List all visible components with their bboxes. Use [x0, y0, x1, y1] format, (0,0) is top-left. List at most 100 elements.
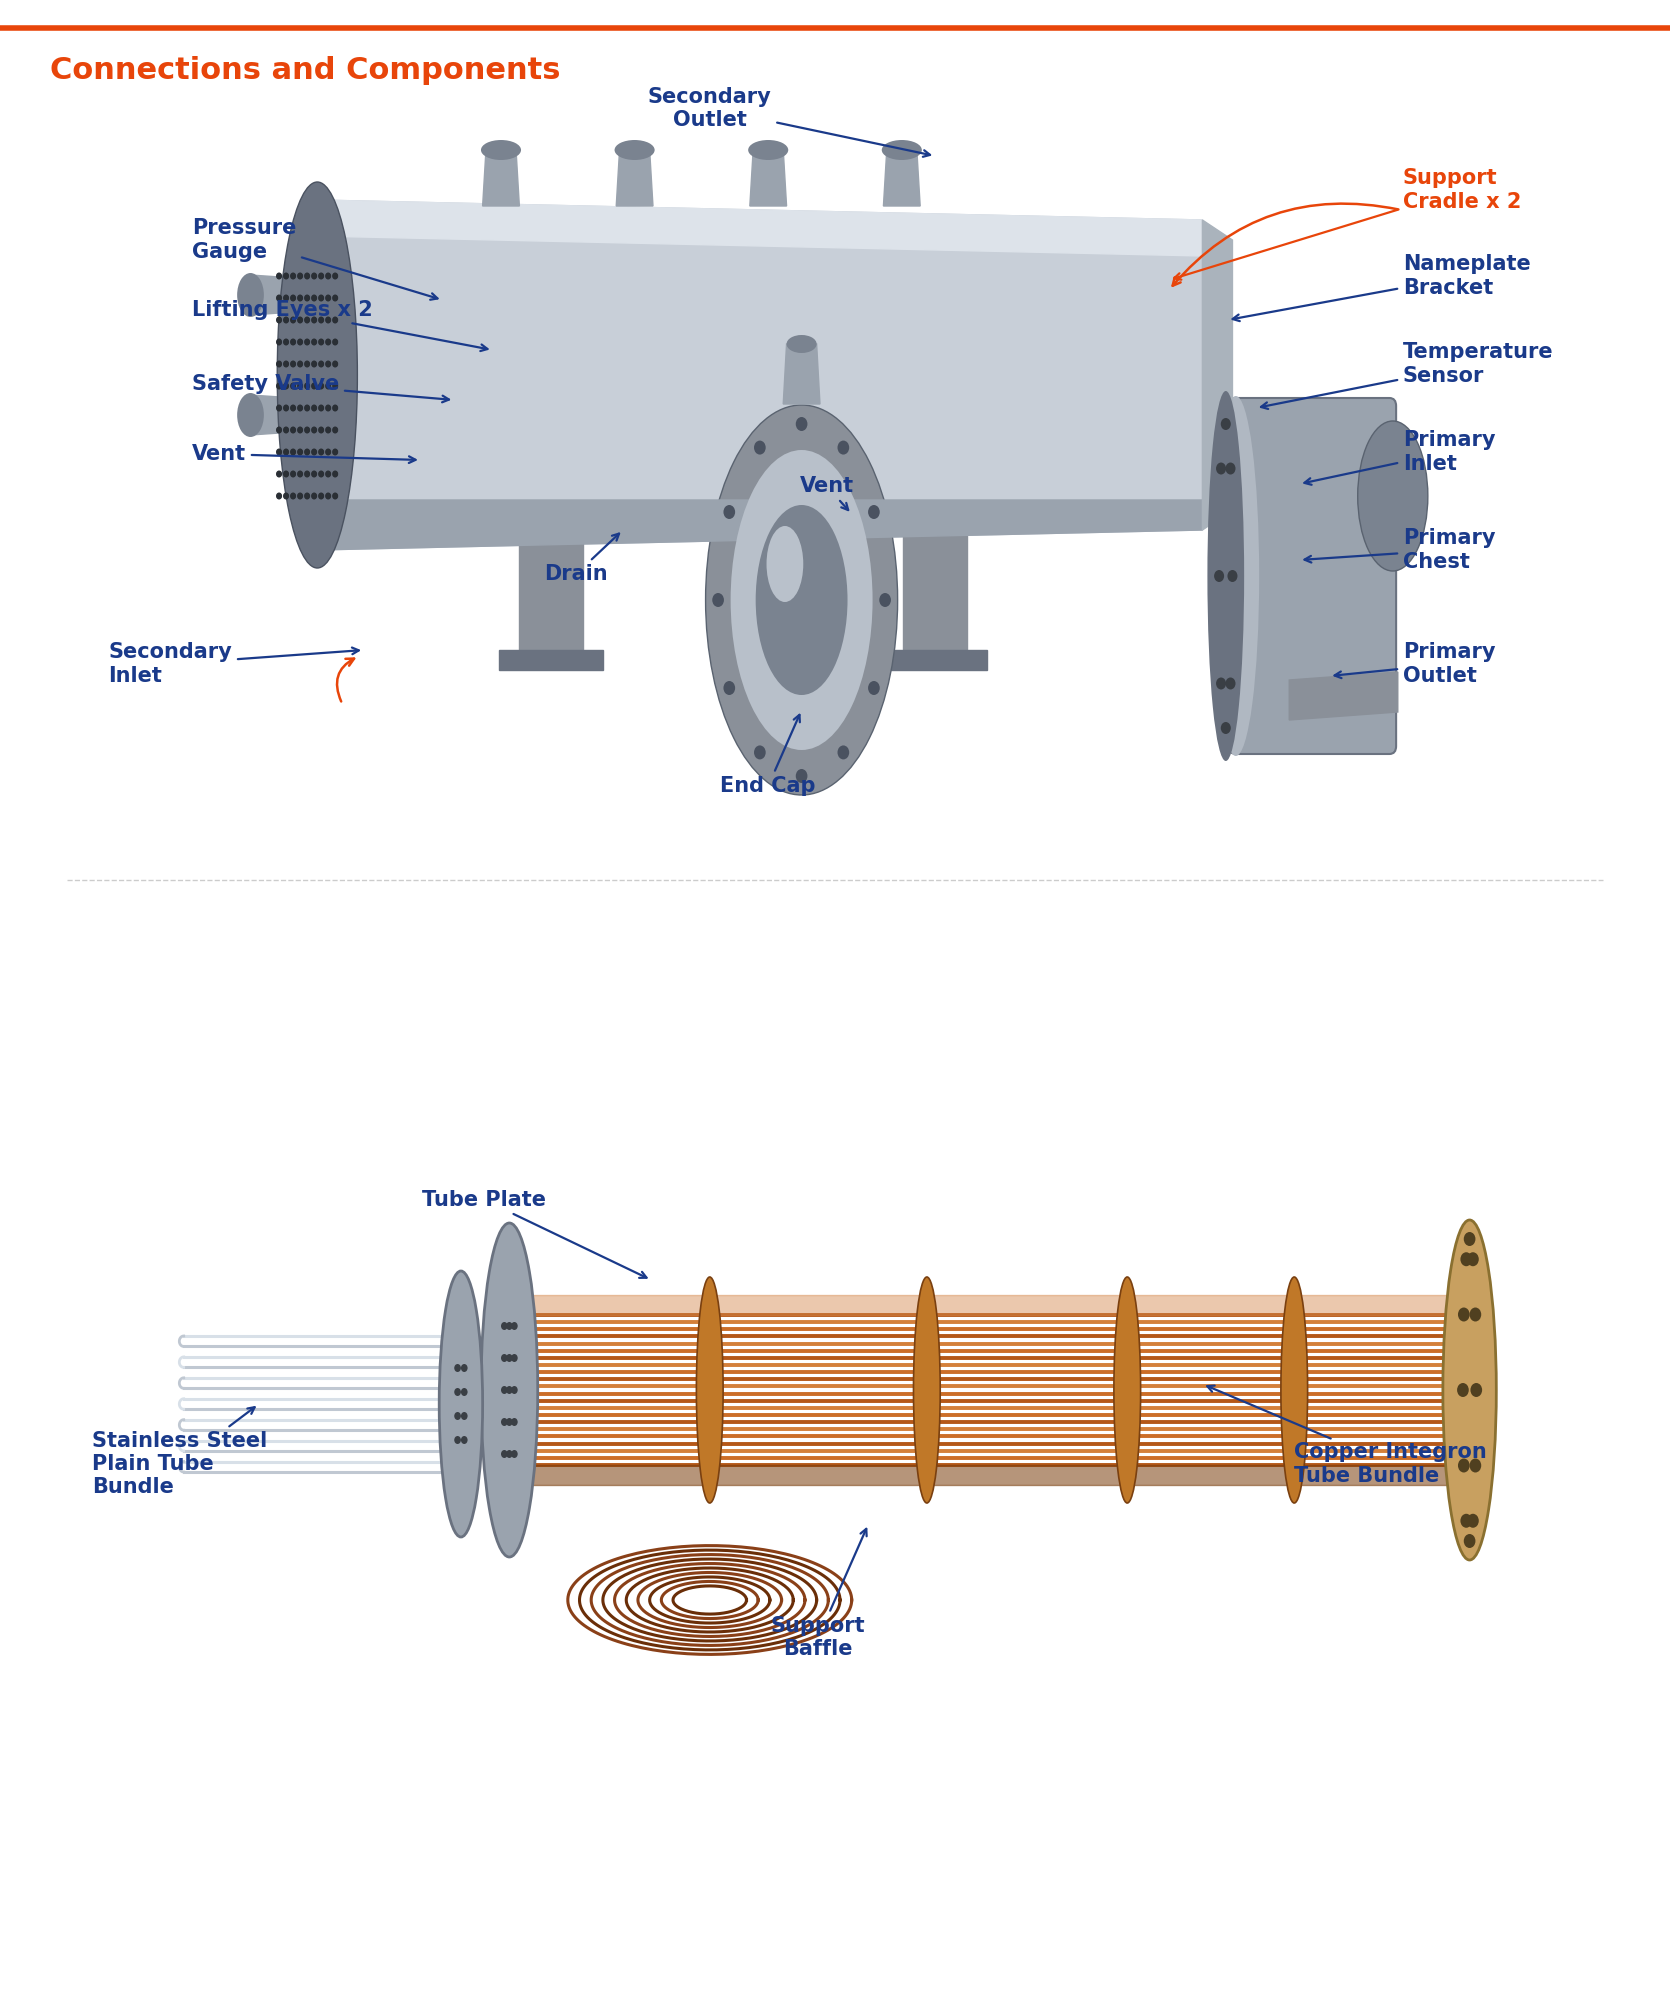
Ellipse shape [481, 140, 521, 160]
Ellipse shape [1468, 1252, 1480, 1266]
Polygon shape [883, 150, 920, 206]
Ellipse shape [319, 472, 324, 476]
Text: Primary
Outlet: Primary Outlet [1334, 642, 1495, 686]
Ellipse shape [237, 392, 264, 438]
Text: Support
Baffle: Support Baffle [772, 1528, 867, 1660]
Ellipse shape [706, 404, 898, 794]
Ellipse shape [1216, 678, 1226, 690]
Ellipse shape [277, 428, 281, 432]
Ellipse shape [755, 440, 767, 454]
Ellipse shape [1221, 722, 1231, 734]
Ellipse shape [277, 472, 281, 476]
Ellipse shape [1214, 570, 1224, 582]
Ellipse shape [1458, 1458, 1470, 1472]
Ellipse shape [284, 406, 289, 410]
Polygon shape [509, 1296, 1470, 1316]
Ellipse shape [1443, 1220, 1496, 1560]
Text: Support
Cradle x 2: Support Cradle x 2 [1174, 168, 1521, 280]
Text: Drain: Drain [544, 534, 620, 584]
Ellipse shape [501, 1354, 508, 1362]
Ellipse shape [312, 450, 317, 454]
Ellipse shape [319, 340, 324, 344]
Ellipse shape [304, 406, 309, 410]
Ellipse shape [312, 406, 317, 410]
Ellipse shape [332, 406, 337, 410]
Ellipse shape [304, 362, 309, 366]
Ellipse shape [868, 682, 880, 696]
Ellipse shape [304, 494, 309, 498]
Ellipse shape [326, 406, 331, 410]
Polygon shape [883, 650, 987, 670]
Ellipse shape [304, 340, 309, 344]
Ellipse shape [284, 428, 289, 432]
Polygon shape [483, 150, 519, 206]
Ellipse shape [312, 428, 317, 432]
Ellipse shape [511, 1418, 518, 1426]
Polygon shape [250, 274, 309, 314]
Ellipse shape [277, 362, 281, 366]
Ellipse shape [326, 428, 331, 432]
Text: Vent: Vent [192, 444, 416, 464]
Ellipse shape [326, 318, 331, 322]
Ellipse shape [454, 1436, 461, 1444]
Text: Safety Valve: Safety Valve [192, 374, 449, 402]
Ellipse shape [297, 340, 302, 344]
Ellipse shape [284, 296, 289, 300]
Ellipse shape [312, 494, 317, 498]
Ellipse shape [297, 384, 302, 388]
Ellipse shape [312, 296, 317, 300]
Ellipse shape [277, 318, 281, 322]
Ellipse shape [284, 384, 289, 388]
Ellipse shape [506, 1322, 513, 1330]
Ellipse shape [304, 274, 309, 278]
Ellipse shape [1470, 1384, 1483, 1396]
Ellipse shape [326, 296, 331, 300]
Ellipse shape [284, 274, 289, 278]
Ellipse shape [304, 472, 309, 476]
Text: Lifting Eyes x 2: Lifting Eyes x 2 [192, 300, 488, 352]
Ellipse shape [297, 494, 302, 498]
Ellipse shape [297, 318, 302, 322]
Ellipse shape [237, 272, 264, 316]
Ellipse shape [319, 450, 324, 454]
Ellipse shape [277, 340, 281, 344]
Ellipse shape [332, 296, 337, 300]
Ellipse shape [1221, 418, 1231, 430]
Ellipse shape [297, 296, 302, 300]
Ellipse shape [1463, 1534, 1476, 1548]
Ellipse shape [277, 494, 281, 498]
Ellipse shape [304, 428, 309, 432]
Text: Pressure
Gauge: Pressure Gauge [192, 218, 438, 300]
Ellipse shape [1456, 1384, 1470, 1396]
Ellipse shape [304, 384, 309, 388]
Ellipse shape [291, 428, 296, 432]
Ellipse shape [868, 504, 880, 518]
Text: Stainless Steel
Plain Tube
Bundle: Stainless Steel Plain Tube Bundle [92, 1408, 267, 1498]
Polygon shape [1289, 672, 1398, 720]
Ellipse shape [795, 418, 808, 432]
Polygon shape [317, 500, 1202, 550]
Ellipse shape [291, 472, 296, 476]
Ellipse shape [297, 428, 302, 432]
Ellipse shape [291, 296, 296, 300]
Ellipse shape [1460, 1252, 1473, 1266]
Polygon shape [250, 396, 309, 436]
Ellipse shape [1227, 570, 1237, 582]
Ellipse shape [332, 318, 337, 322]
Ellipse shape [304, 318, 309, 322]
Ellipse shape [1358, 422, 1428, 572]
Ellipse shape [291, 384, 296, 388]
Ellipse shape [326, 362, 331, 366]
Ellipse shape [319, 406, 324, 410]
Ellipse shape [723, 682, 735, 696]
Ellipse shape [319, 318, 324, 322]
Text: End Cap: End Cap [720, 714, 817, 796]
Ellipse shape [913, 1278, 940, 1504]
Ellipse shape [501, 1450, 508, 1458]
Ellipse shape [291, 274, 296, 278]
Ellipse shape [297, 274, 302, 278]
Ellipse shape [284, 450, 289, 454]
Ellipse shape [748, 140, 788, 160]
Ellipse shape [461, 1412, 468, 1420]
Ellipse shape [277, 296, 281, 300]
